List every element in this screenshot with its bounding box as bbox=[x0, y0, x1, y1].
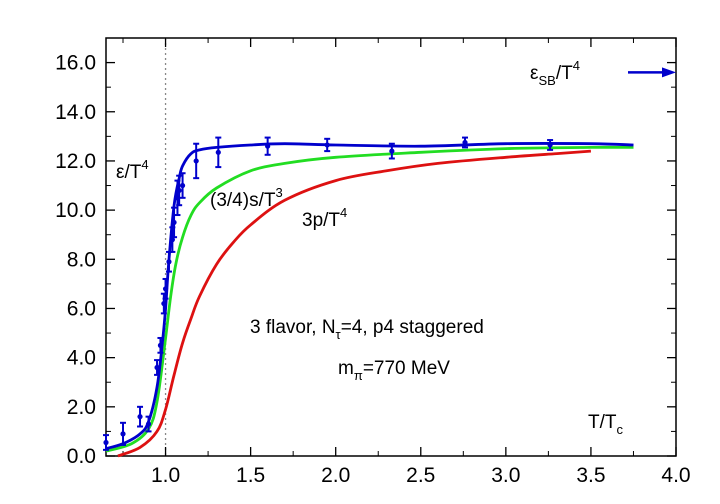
data-marker bbox=[462, 139, 468, 146]
y-tick-label: 14.0 bbox=[55, 101, 96, 124]
pressure-curve bbox=[117, 149, 591, 458]
x-tick-label: 4.0 bbox=[661, 464, 690, 487]
pressure-label: 3p/T4 bbox=[302, 205, 347, 231]
energy-data-point bbox=[120, 421, 127, 446]
data-marker bbox=[215, 149, 221, 155]
data-marker bbox=[324, 142, 330, 148]
x-tick-label: 2.5 bbox=[406, 464, 435, 487]
series-layer bbox=[103, 67, 676, 458]
data-marker bbox=[154, 364, 160, 371]
energy-data-point bbox=[179, 172, 186, 199]
energy-data-point bbox=[264, 136, 271, 156]
data-marker bbox=[176, 187, 182, 194]
data-marker bbox=[137, 414, 143, 420]
sb-arrow-head bbox=[662, 67, 676, 78]
data-marker bbox=[120, 431, 126, 437]
y-tick-label: 16.0 bbox=[55, 52, 96, 75]
energy-data-point bbox=[157, 336, 164, 354]
energy-data-point bbox=[547, 139, 554, 151]
y-tick-label: 12.0 bbox=[55, 150, 96, 173]
energy-data-point bbox=[154, 359, 161, 376]
data-marker bbox=[265, 143, 271, 149]
y-tick-label: 4.0 bbox=[67, 347, 96, 370]
data-marker bbox=[162, 286, 169, 292]
y-tick-label: 10.0 bbox=[55, 199, 96, 222]
plot-frame bbox=[105, 37, 677, 457]
energy-data-point bbox=[160, 292, 167, 315]
data-marker bbox=[179, 182, 186, 189]
energy-curve bbox=[105, 142, 634, 450]
data-marker bbox=[389, 148, 395, 154]
plot-area bbox=[105, 37, 677, 457]
x-tick-label: 3.5 bbox=[576, 464, 605, 487]
sb-limit-label: εSB/T4 bbox=[530, 58, 580, 88]
energy-data-point bbox=[176, 174, 183, 207]
data-marker bbox=[145, 421, 152, 427]
energy-data-point bbox=[137, 405, 144, 428]
energy-data-point bbox=[388, 142, 395, 160]
energy-label: ε/T4 bbox=[116, 157, 149, 183]
y-tick-label: 2.0 bbox=[67, 396, 96, 419]
x-tick-label: 1.5 bbox=[236, 464, 265, 487]
energy-data-point bbox=[169, 226, 176, 253]
data-marker bbox=[169, 237, 175, 243]
y-tick-label: 8.0 bbox=[67, 248, 96, 271]
energy-data-point bbox=[165, 250, 172, 273]
data-marker bbox=[193, 158, 199, 164]
y-tick-label: 6.0 bbox=[67, 297, 96, 320]
x-tick-label: 2.0 bbox=[321, 464, 350, 487]
x-tick-label: 3.0 bbox=[491, 464, 520, 487]
energy-data-point bbox=[324, 137, 331, 153]
x-tick-label: 1.0 bbox=[151, 464, 180, 487]
data-marker bbox=[157, 342, 164, 348]
data-marker bbox=[171, 219, 177, 226]
x-axis-label: T/Tc bbox=[588, 412, 624, 437]
energy-data-point bbox=[462, 136, 469, 149]
mass-annotation: mπ=770 MeV bbox=[338, 358, 450, 383]
energy-data-point bbox=[103, 434, 109, 451]
entropy-label: (3/4)s/T3 bbox=[210, 185, 283, 211]
energy-data-point bbox=[145, 415, 152, 433]
entropy-curve bbox=[105, 145, 634, 453]
data-marker bbox=[547, 142, 553, 148]
energy-data-point bbox=[162, 277, 169, 300]
energy-data-point bbox=[215, 136, 222, 169]
data-marker bbox=[103, 439, 109, 446]
flavor-annotation: 3 flavor, Nτ=4, p4 staggered bbox=[250, 317, 484, 342]
energy-data-point bbox=[171, 206, 178, 239]
energy-data-point bbox=[193, 142, 200, 180]
data-marker bbox=[166, 259, 172, 265]
y-tick-label: 0.0 bbox=[67, 445, 96, 468]
x-axis: 1.0 1.5 2.0 2.5 3.0 3.5 4.0 bbox=[122, 38, 691, 487]
y-axis: 0.0 2.0 4.0 6.0 8.0 10.0 12.0 14.0 16.0 bbox=[55, 52, 676, 468]
data-marker bbox=[161, 300, 167, 307]
